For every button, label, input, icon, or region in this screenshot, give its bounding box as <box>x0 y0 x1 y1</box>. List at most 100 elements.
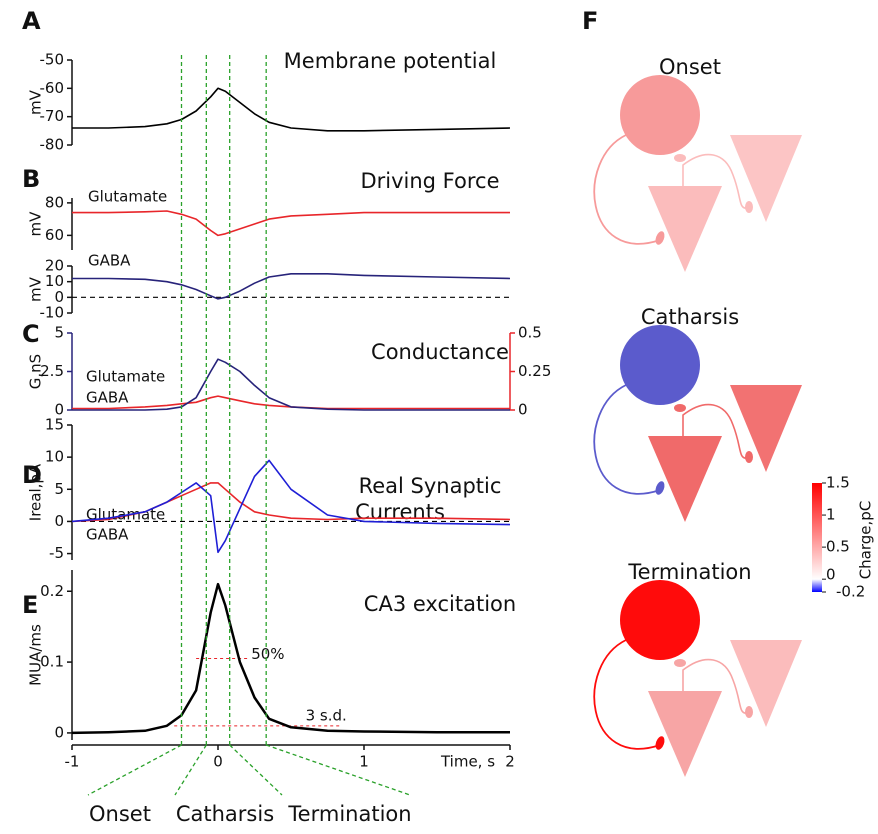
interneuron <box>620 325 700 405</box>
colorbar-tick-label: 1.5 <box>826 474 850 492</box>
pyramidal-cell <box>730 135 802 222</box>
y-tick-label: 10 <box>45 448 64 466</box>
y-tick-label: 0 <box>54 401 64 419</box>
x-tick-label: 0 <box>213 753 223 771</box>
y-tick-label: 0.2 <box>40 582 64 600</box>
y-tick-label: -60 <box>40 79 65 97</box>
series-label: Glutamate <box>86 368 165 386</box>
y-tick-label: -10 <box>40 304 65 322</box>
y-tick-label: 2.5 <box>40 362 64 380</box>
synapse <box>745 706 753 718</box>
panel-letter: B <box>22 165 40 193</box>
x-axis-label: Time, s <box>440 753 495 771</box>
series-line <box>72 358 510 411</box>
x-tick-label: 2 <box>505 753 515 771</box>
interneuron-axon <box>593 639 661 750</box>
section-title: Termination <box>627 560 751 584</box>
y2-tick-label: 0.25 <box>518 362 551 380</box>
synapse <box>745 201 753 213</box>
annotation: 50% <box>251 645 284 663</box>
pyramidal-cell <box>648 691 722 777</box>
y-tick-label: -50 <box>40 51 65 69</box>
series-line <box>72 273 511 300</box>
y-axis-label: mV <box>27 276 45 302</box>
colorbar-tick-label: 1 <box>826 506 836 524</box>
y-tick-label: -70 <box>40 107 65 125</box>
synapse <box>655 736 665 750</box>
pyramidal-axon <box>682 403 749 459</box>
cell-group: Termination <box>593 560 802 777</box>
section-title: Onset <box>659 55 721 79</box>
cell-group: Onset <box>593 55 802 272</box>
y-tick-label: 0 <box>54 723 64 741</box>
synapse <box>655 481 665 495</box>
panel-title: CA3 excitation <box>364 592 516 616</box>
panel-letter: D <box>22 461 42 489</box>
pyramidal-cell <box>648 186 722 272</box>
synapse <box>745 451 753 463</box>
panel-title: Conductance <box>371 340 509 364</box>
series-label: GABA <box>88 252 131 270</box>
phase-fan <box>229 744 283 796</box>
pyramidal-cell <box>730 385 802 472</box>
y-axis-label: MUA/ms <box>27 624 45 686</box>
y2-tick-label: 0.5 <box>518 324 542 342</box>
phase-label: Onset <box>89 802 151 826</box>
series-label: GABA <box>86 389 129 407</box>
synapse <box>674 404 686 412</box>
synapse <box>674 154 686 162</box>
series-line <box>72 210 510 237</box>
synapse <box>655 231 665 245</box>
panel-letter: C <box>22 320 40 348</box>
y-tick-label: 10 <box>45 272 64 290</box>
panel-title: Driving Force <box>360 169 499 193</box>
panel-letter: A <box>22 7 41 35</box>
cell-group: Catharsis <box>593 305 802 522</box>
pyramidal-cell <box>648 436 722 522</box>
x-tick-label: -1 <box>65 753 80 771</box>
y-tick-label: 80 <box>45 193 64 211</box>
y-axis-label: Ireal,pA <box>27 463 45 521</box>
series-line <box>71 459 511 554</box>
y-tick-label: 15 <box>45 416 64 434</box>
y-tick-label: 0.1 <box>40 653 64 671</box>
pyramidal-axon <box>682 658 749 714</box>
annotation: 3 s.d. <box>306 706 347 724</box>
x-tick-label: 1 <box>359 753 369 771</box>
interneuron <box>620 580 700 660</box>
series-label: GABA <box>86 526 129 544</box>
panel-title: Membrane potential <box>284 49 497 73</box>
interneuron-axon <box>593 134 661 245</box>
panel-letter: E <box>22 591 38 619</box>
phase-label: Catharsis <box>176 802 274 826</box>
panel-title: Currents <box>355 500 445 524</box>
y-tick-label: -5 <box>49 544 64 562</box>
colorbar-label: Charge,pC <box>857 501 875 580</box>
panel-letter: F <box>582 7 598 35</box>
y-tick-label: -80 <box>40 136 65 154</box>
phase-fan <box>174 744 207 796</box>
colorbar <box>812 483 822 592</box>
y-tick-label: 20 <box>45 257 64 275</box>
colorbar-tick-label: 0.5 <box>826 538 850 556</box>
y-tick-label: 5 <box>54 480 64 498</box>
pyramidal-axon <box>682 153 749 209</box>
series-label: Glutamate <box>88 188 167 206</box>
series-line <box>71 582 510 735</box>
y-axis-label: mV <box>27 211 45 237</box>
y2-tick-label: 0 <box>518 401 528 419</box>
series-line <box>72 87 511 132</box>
synapse <box>674 659 686 667</box>
pyramidal-cell <box>730 640 802 727</box>
y-tick-label: 0 <box>54 288 64 306</box>
colorbar-tick-label: 0 <box>826 566 836 584</box>
y-tick-label: 5 <box>54 324 64 342</box>
y-tick-label: 60 <box>45 226 64 244</box>
phase-fan <box>87 744 182 796</box>
interneuron-axon <box>593 384 661 495</box>
phase-label: Termination <box>287 802 411 826</box>
y-tick-label: 0 <box>54 512 64 530</box>
series-line <box>72 395 510 410</box>
colorbar-tick-label: -0.2 <box>836 583 865 601</box>
